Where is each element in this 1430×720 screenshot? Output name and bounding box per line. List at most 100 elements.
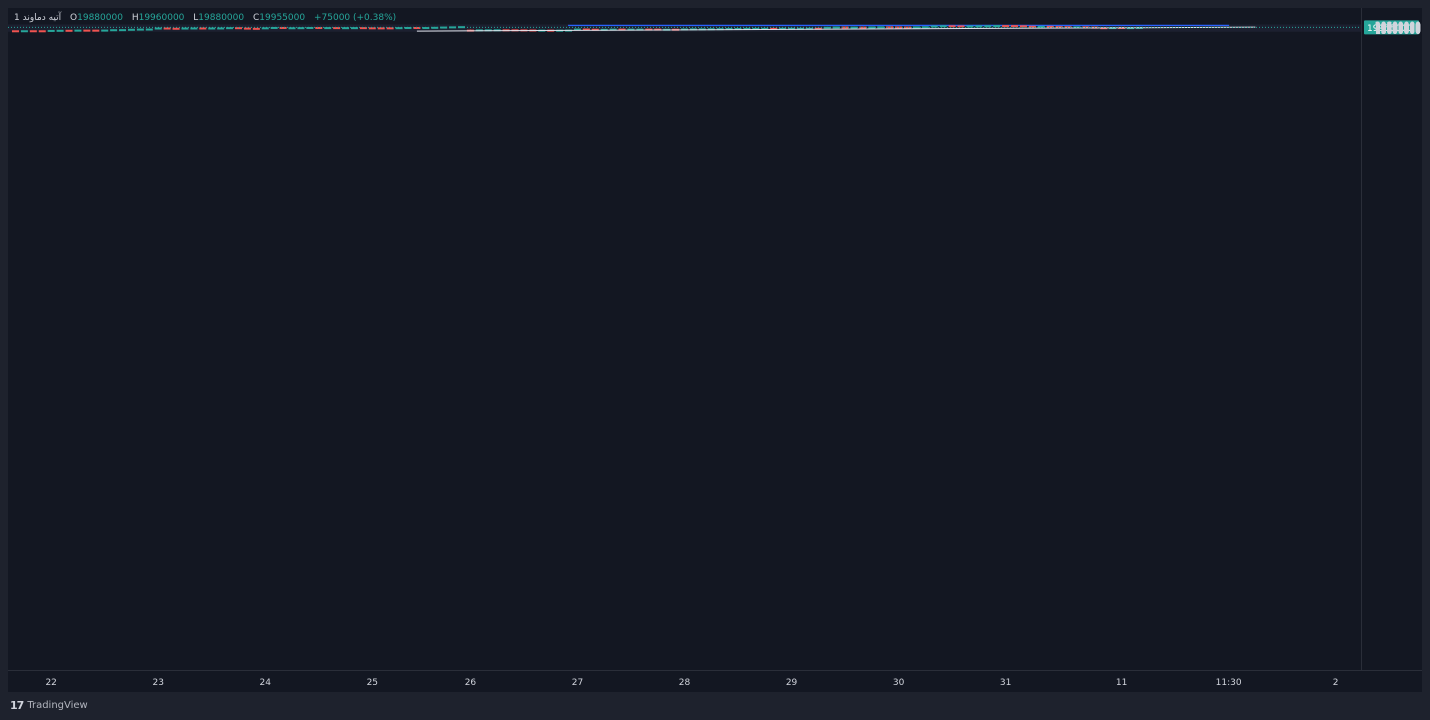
y-tick-label: 20200000 [1375,23,1421,33]
candle-body [172,27,180,30]
candle-body [12,30,19,33]
x-axis[interactable]: 22 23 24 25 26 27 28 29 30 31 11 11:30 2 [45,678,1338,688]
ohlc-legend: 1 آتیه دماوند O19880000 H19960000 L19880… [14,13,396,23]
candle-body [324,27,332,30]
candle-body [83,29,91,32]
candle [145,28,153,31]
candle-body [877,26,885,29]
candle-body [270,26,278,29]
candle [74,29,82,32]
candle-body [939,25,947,28]
y-tick-label: 20300000 [1375,22,1421,32]
candle-body [1011,25,1019,28]
y-tick-label: 20600000 [1375,22,1421,32]
candle [930,25,938,28]
x-tick-label: 2 [1333,678,1339,688]
open-value: 19880000 [77,13,123,23]
candle-body [859,26,867,29]
x-tick-label: 23 [152,678,163,688]
candle [127,28,135,31]
y-tick-label: 19700000 [1375,24,1421,34]
candle [993,25,1001,28]
x-tick-label: 27 [572,678,583,688]
candle [279,26,287,29]
candle [395,27,403,30]
candle-body [377,27,385,30]
candle [83,29,91,32]
high-value: 19960000 [138,13,185,23]
candle-body [368,27,376,30]
x-tick-label: 30 [893,678,905,688]
y-axis[interactable]: 1860000018700000188000001890000019000000… [1375,21,1421,37]
axis-lines [8,8,1422,671]
candle [1002,25,1010,28]
candle-body [984,25,992,28]
candle [136,28,144,31]
candle-body [56,29,64,32]
x-tick-label: 24 [260,678,272,688]
candle-body [145,28,153,31]
candle-body [190,27,198,30]
candle [172,27,180,30]
candle-body [29,30,37,33]
y-tick-label: 19800000 [1375,24,1421,34]
candle [235,27,242,30]
brand-footer[interactable]: 17 TradingView [10,699,88,712]
y-tick-label: 20100000 [1375,23,1421,33]
candle [217,27,225,30]
tradingview-logo-icon: 17 [10,699,24,712]
candle-body [297,27,305,30]
y-tick-label: 19300000 [1375,25,1421,35]
candle-body [92,29,100,32]
candle-body [850,26,858,29]
candle-body [315,26,323,29]
candle [377,27,385,30]
candle-body [1028,25,1036,28]
candle [948,25,956,28]
candle [1037,25,1045,28]
change-value: +75000 (+0.38%) [313,13,397,23]
candle [29,30,37,33]
current-price: 19955000 [8,20,1419,35]
close-value: 19955000 [259,13,306,23]
candle [20,30,28,33]
candle-body [199,27,207,30]
candlestick-chart[interactable]: 19955000 1860000018700000188000001890000… [8,8,1422,692]
candle-body [975,25,983,28]
candle [56,29,64,32]
y-tick-label: 19400000 [1375,25,1421,35]
candle-body [948,25,956,28]
candle [957,25,965,28]
candle [984,25,992,28]
symbol-name[interactable]: 1 آتیه دماوند [14,13,62,23]
candle [966,25,974,28]
candle-body [342,27,350,30]
y-tick-label: 20000000 [1375,23,1421,33]
candle [47,29,55,32]
candle-body [74,29,82,32]
candle-body [930,25,938,28]
y-tick-label: 19100000 [1375,26,1421,36]
open-label: O [70,13,78,23]
candle [386,27,394,30]
candle [163,27,171,30]
candle [850,26,858,29]
candle [190,27,198,30]
candle-body [110,29,118,32]
candle [315,26,323,29]
candle-body [65,29,73,32]
candle-body [1046,25,1054,28]
high-label: H [131,13,139,23]
y-tick-label: 18600000 [1375,27,1421,37]
x-tick-label: 26 [465,678,477,688]
y-tick-label: 19600000 [1375,24,1421,34]
candle-body [208,27,216,30]
candle [342,27,350,30]
chart-area[interactable]: 19955000 18600000 18700000 18800000 1890000… [8,8,1422,692]
y-tick-label: 19900000 [1375,24,1421,34]
candle [324,27,332,30]
candle-body [895,26,903,29]
candle-body [966,25,974,28]
candle [1046,25,1054,28]
